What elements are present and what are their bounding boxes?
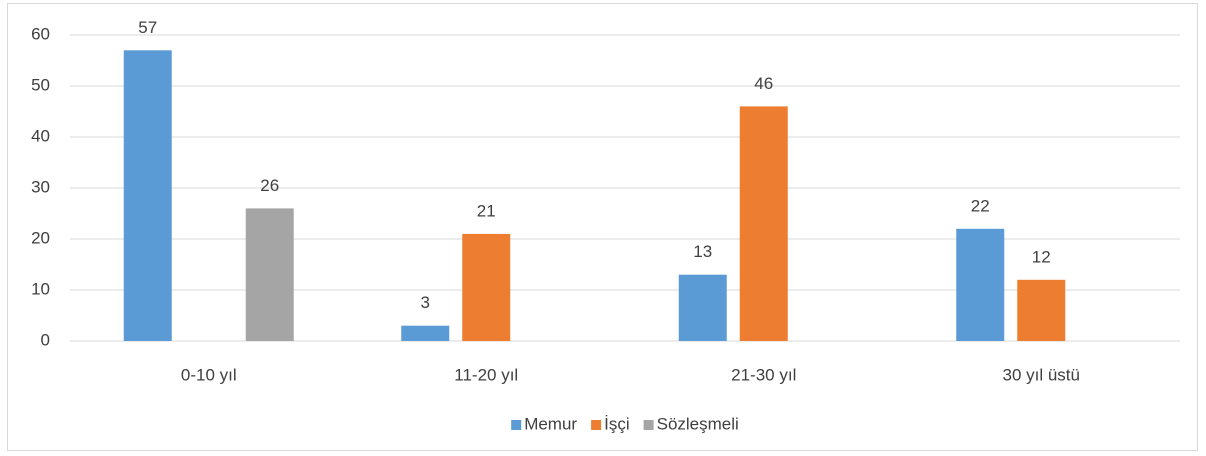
data-label: 3 bbox=[421, 293, 430, 312]
data-label: 46 bbox=[754, 74, 773, 93]
y-tick-label: 10 bbox=[31, 279, 50, 298]
data-label: 22 bbox=[971, 196, 990, 215]
bar bbox=[739, 106, 788, 342]
y-tick-label: 30 bbox=[31, 177, 50, 196]
y-tick-label: 60 bbox=[31, 24, 50, 43]
bar bbox=[123, 50, 172, 342]
legend: Memur İşçi Sözleşmeli bbox=[511, 414, 739, 433]
legend-swatch bbox=[643, 420, 654, 430]
x-tick-label: 11-20 yıl bbox=[454, 365, 518, 384]
chart-border bbox=[7, 3, 1198, 451]
x-tick-label: 21-30 yıl bbox=[731, 365, 796, 384]
x-tick-label: 30 yıl üstü bbox=[1003, 365, 1081, 384]
bar bbox=[678, 274, 727, 341]
data-label: 26 bbox=[260, 176, 279, 195]
legend-label: Sözleşmeli bbox=[657, 414, 739, 433]
legend-label: Memur bbox=[524, 414, 577, 433]
legend-swatch bbox=[591, 420, 602, 430]
x-tick-label: 0-10 yıl bbox=[181, 365, 237, 384]
data-label: 57 bbox=[138, 18, 157, 37]
bar bbox=[245, 208, 294, 341]
bar bbox=[956, 228, 1005, 341]
legend-label: İşçi bbox=[604, 414, 630, 433]
data-label: 21 bbox=[477, 201, 496, 220]
data-label: 13 bbox=[693, 242, 712, 261]
y-tick-label: 0 bbox=[41, 330, 50, 349]
y-tick-label: 40 bbox=[31, 126, 50, 145]
bar bbox=[1017, 279, 1066, 341]
legend-swatch bbox=[511, 420, 522, 430]
data-label: 12 bbox=[1032, 247, 1051, 266]
y-tick-label: 50 bbox=[31, 75, 50, 94]
y-tick-label: 20 bbox=[31, 228, 50, 247]
bar bbox=[462, 233, 511, 341]
bar bbox=[401, 325, 450, 341]
